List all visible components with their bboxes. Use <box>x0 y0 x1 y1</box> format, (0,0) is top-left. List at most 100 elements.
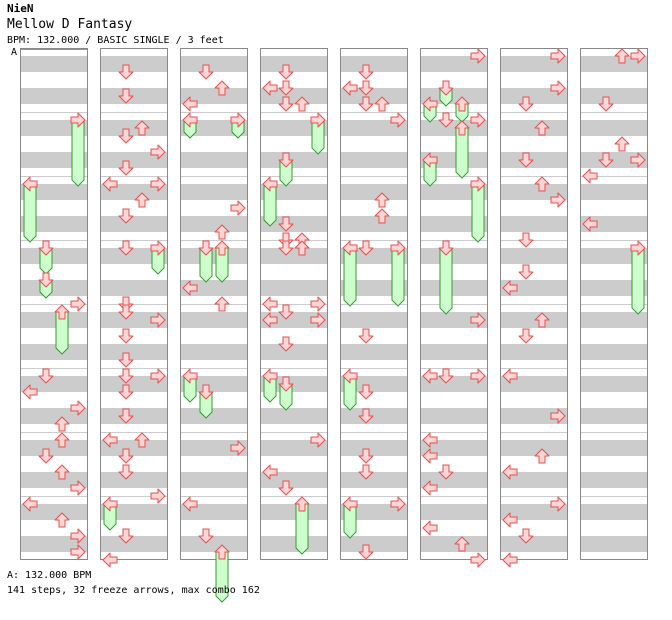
arrow-down <box>118 208 134 224</box>
beat-stripe <box>500 64 568 72</box>
column-border <box>100 48 168 560</box>
song-title: Mellow D Fantasy <box>7 17 133 32</box>
beat-stripe <box>180 128 248 136</box>
beat-stripe <box>340 376 408 384</box>
beat-stripe <box>580 224 648 232</box>
beat-stripe <box>500 128 568 136</box>
arrow-left <box>422 432 438 448</box>
arrow-right <box>550 408 566 424</box>
arrow-up <box>214 544 230 560</box>
beat-stripe <box>580 384 648 392</box>
arrow-right <box>310 296 326 312</box>
beat-stripe <box>580 288 648 296</box>
freeze-left <box>23 183 37 243</box>
freeze-right <box>71 119 85 187</box>
arrow-left <box>262 368 278 384</box>
beat-stripe <box>580 184 648 192</box>
arrow-up <box>54 304 70 320</box>
arrow-down <box>118 128 134 144</box>
beat-stripe <box>580 472 648 480</box>
arrow-up <box>54 464 70 480</box>
arrow-left <box>582 216 598 232</box>
beat-stripe <box>180 536 248 544</box>
beat-stripe <box>20 152 88 160</box>
arrow-down <box>438 240 454 256</box>
arrow-left <box>422 520 438 536</box>
arrow-down <box>278 64 294 80</box>
beat-stripe <box>180 512 248 520</box>
arrow-right <box>150 368 166 384</box>
arrow-down <box>118 368 134 384</box>
beat-stripe <box>260 152 328 160</box>
beat-stripe <box>260 184 328 192</box>
beat-stripe <box>500 536 568 544</box>
beat-stripe <box>500 96 568 104</box>
footer-bpm: A: 132.000 BPM <box>7 570 92 581</box>
beat-stripe <box>500 504 568 512</box>
arrow-up <box>534 120 550 136</box>
beat-stripe <box>180 248 248 256</box>
freeze-right <box>631 247 645 315</box>
beat-stripe <box>420 88 488 96</box>
beat-stripe <box>340 288 408 296</box>
beat-stripe <box>260 544 328 552</box>
arrow-right <box>470 48 486 64</box>
beat-stripe <box>20 216 88 224</box>
beat-stripe <box>100 280 168 288</box>
beat-stripe <box>500 320 568 328</box>
arrow-left <box>422 448 438 464</box>
beat-stripe <box>500 544 568 552</box>
beat-stripe <box>580 256 648 264</box>
arrow-right <box>470 368 486 384</box>
beat-stripe <box>580 344 648 352</box>
beat-stripe <box>420 544 488 552</box>
beat-stripe <box>580 536 648 544</box>
arrow-right <box>230 112 246 128</box>
beat-stripe <box>580 512 648 520</box>
arrow-down <box>518 232 534 248</box>
beat-stripe <box>100 192 168 200</box>
arrow-left <box>182 368 198 384</box>
arrow-right <box>230 200 246 216</box>
arrow-down <box>198 384 214 400</box>
beat-stripe <box>180 88 248 96</box>
arrow-right <box>630 240 646 256</box>
beat-stripe <box>340 504 408 512</box>
arrow-right <box>390 496 406 512</box>
arrow-up <box>134 120 150 136</box>
beat-stripe <box>580 416 648 424</box>
arrow-left <box>262 464 278 480</box>
arrow-right <box>230 440 246 456</box>
arrow-down <box>118 240 134 256</box>
beat-stripe <box>340 64 408 72</box>
arrow-left <box>502 464 518 480</box>
beat-stripe <box>20 416 88 424</box>
beat-stripe <box>580 216 648 224</box>
arrow-left <box>22 384 38 400</box>
beat-stripe <box>260 376 328 384</box>
beat-stripe <box>420 248 488 256</box>
beat-stripe <box>260 408 328 416</box>
beat-stripe <box>20 320 88 328</box>
arrow-up <box>54 512 70 528</box>
beat-stripe <box>260 416 328 424</box>
arrow-up <box>374 96 390 112</box>
beat-stripe <box>100 88 168 96</box>
arrow-down <box>198 64 214 80</box>
beat-stripe <box>180 384 248 392</box>
beat-stripe <box>100 160 168 168</box>
beat-stripe <box>420 504 488 512</box>
beat-stripe <box>500 256 568 264</box>
arrow-left <box>262 176 278 192</box>
beat-stripe <box>420 216 488 224</box>
arrow-right <box>150 312 166 328</box>
arrow-up <box>614 48 630 64</box>
beat-stripe <box>580 96 648 104</box>
beat-stripe <box>340 312 408 320</box>
beat-stripe <box>500 224 568 232</box>
beat-stripe <box>420 512 488 520</box>
beat-stripe <box>260 352 328 360</box>
beat-stripe <box>580 320 648 328</box>
beat-stripe <box>20 472 88 480</box>
